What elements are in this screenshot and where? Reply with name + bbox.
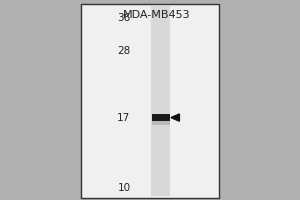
Bar — [81, 4, 219, 198]
Text: 36: 36 — [117, 13, 130, 23]
Bar — [151, 6, 170, 196]
Bar — [152, 121, 170, 125]
Bar — [152, 114, 170, 121]
Text: 17: 17 — [117, 113, 130, 123]
Text: 28: 28 — [117, 46, 130, 56]
Polygon shape — [171, 114, 179, 121]
Text: 10: 10 — [117, 183, 130, 193]
Text: MDA-MB453: MDA-MB453 — [123, 10, 191, 20]
